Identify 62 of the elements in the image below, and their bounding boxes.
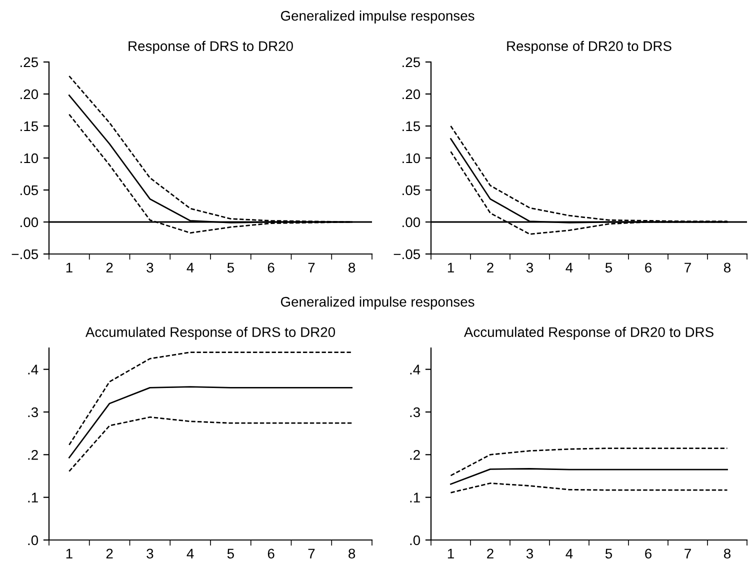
- x-tick-label: 8: [348, 548, 356, 559]
- y-tick-label: .2: [410, 450, 420, 460]
- x-tick-label: 1: [448, 548, 454, 558]
- y-tick-label: .00: [402, 217, 420, 228]
- chart-title: Response of DRS to DR20: [128, 40, 293, 54]
- y-tick-label: .2: [28, 450, 38, 460]
- x-tick-label: 8: [724, 548, 731, 559]
- x-tick-label: 7: [684, 262, 691, 272]
- x-tick-label: 1: [448, 262, 454, 272]
- x-tick-label: 3: [526, 548, 533, 559]
- x-tick-label: 6: [645, 262, 652, 273]
- chart-title: Response of DR20 to DRS: [507, 40, 672, 54]
- x-tick-label: 5: [605, 548, 612, 559]
- y-tick-label: .05: [402, 185, 420, 196]
- x-tick-label: 5: [227, 262, 234, 273]
- y-tick-label: .10: [402, 153, 420, 164]
- x-tick-label: 1: [66, 262, 72, 272]
- y-tick-label: .10: [20, 153, 38, 164]
- text: Generalized impulse responses: [280, 296, 474, 310]
- x-tick-label: 7: [684, 548, 691, 558]
- y-tick-label: .1: [28, 492, 38, 502]
- text: Generalized impulse responses: [280, 10, 474, 24]
- x-tick-label: 3: [526, 262, 533, 273]
- x-tick-label: 8: [724, 262, 731, 273]
- x-tick-label: 3: [146, 548, 154, 559]
- y-tick-label: .15: [20, 121, 38, 132]
- x-tick-label: 3: [146, 262, 154, 273]
- y-tick-label: .3: [410, 407, 420, 418]
- y-tick-label: .1: [410, 492, 420, 502]
- y-tick-label: .20: [20, 89, 38, 100]
- x-tick-label: 4: [566, 262, 573, 272]
- y-tick-label: .0: [28, 535, 38, 546]
- y-tick-label: .05: [20, 185, 38, 196]
- chart-title: Accumulated Response of DRS to DR20: [85, 326, 336, 340]
- y-tick-label: .25: [402, 57, 420, 68]
- x-tick-label: 2: [106, 262, 113, 272]
- y-tick-label: −.05: [394, 249, 420, 260]
- y-tick-label: .4: [28, 364, 38, 374]
- y-tick-label: .4: [410, 364, 420, 374]
- y-tick-label: .20: [402, 89, 420, 100]
- y-tick-label: .15: [402, 121, 420, 132]
- x-tick-label: 5: [605, 262, 612, 273]
- y-tick-label: .25: [20, 57, 38, 68]
- x-tick-label: 6: [268, 548, 274, 559]
- x-tick-label: 6: [268, 262, 274, 273]
- y-tick-label: .0: [410, 535, 420, 546]
- x-tick-label: 5: [227, 548, 234, 559]
- x-tick-label: 8: [348, 262, 356, 273]
- x-tick-label: 7: [308, 262, 315, 272]
- x-tick-label: 6: [645, 548, 652, 559]
- x-tick-label: 4: [566, 548, 573, 558]
- x-tick-label: 4: [186, 548, 194, 558]
- x-tick-label: 4: [186, 262, 194, 272]
- x-tick-label: 2: [106, 548, 113, 558]
- y-tick-label: .3: [28, 407, 38, 418]
- x-tick-label: 2: [487, 548, 494, 558]
- x-tick-label: 1: [66, 548, 72, 558]
- y-tick-label: .00: [20, 217, 38, 228]
- x-tick-label: 7: [308, 548, 315, 558]
- y-tick-label: −.05: [12, 249, 38, 260]
- chart-title: Accumulated Response of DR20 to DRS: [464, 326, 714, 340]
- x-tick-label: 2: [487, 262, 494, 272]
